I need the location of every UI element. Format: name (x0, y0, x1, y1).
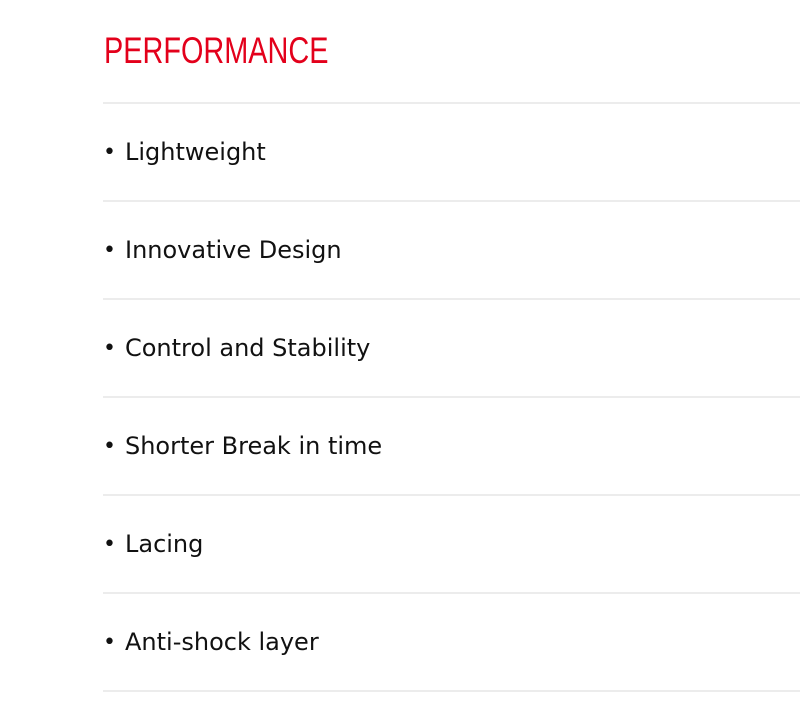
list-item: • Lightweight (103, 102, 800, 200)
item-label: Shorter Break in time (124, 432, 383, 460)
list-item: • Shorter Break in time (103, 396, 800, 494)
bullet-icon: • (103, 433, 116, 459)
item-label: Anti-shock layer (124, 628, 319, 656)
bullet-icon: • (103, 629, 116, 655)
section-title: PERFORMANCE (104, 30, 329, 71)
list-item: • Control and Stability (103, 298, 800, 396)
feature-list: • Lightweight • Innovative Design • Control… (103, 102, 800, 692)
list-item: • Anti-shock layer (103, 592, 800, 692)
item-label: Control and Stability (124, 334, 371, 362)
item-label: Innovative Design (124, 236, 342, 264)
item-label: Lacing (124, 530, 204, 558)
item-label: Lightweight (124, 138, 266, 166)
list-item: • Lacing (103, 494, 800, 592)
list-item: • Innovative Design (103, 200, 800, 298)
bullet-icon: • (103, 335, 116, 361)
bullet-icon: • (103, 139, 116, 165)
bullet-icon: • (103, 237, 116, 263)
bullet-icon: • (103, 531, 116, 557)
